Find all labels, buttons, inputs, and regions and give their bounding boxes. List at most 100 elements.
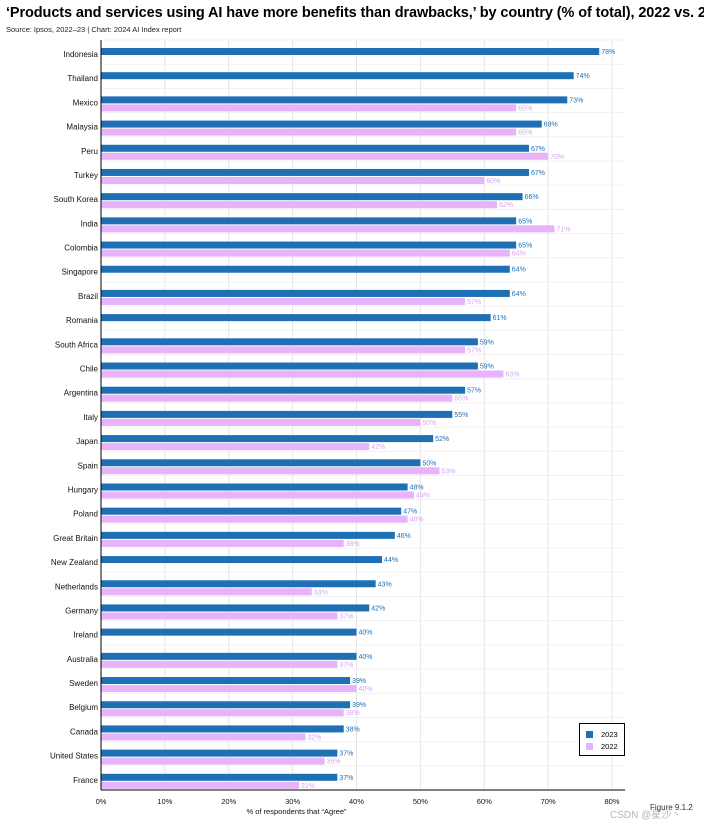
data-label-2022: 33%: [314, 589, 328, 596]
data-label-2022: 40%: [359, 686, 373, 693]
category-label: Spain: [78, 461, 98, 470]
data-label-2022: 53%: [442, 468, 456, 475]
data-label-2023: 67%: [531, 146, 545, 153]
bar-2023: [101, 265, 510, 273]
category-label: Singapore: [62, 268, 99, 277]
data-label-2022: 32%: [307, 734, 321, 741]
data-label-2022: 71%: [557, 226, 571, 233]
bar-2023: [101, 48, 600, 55]
bar-2022: [101, 539, 344, 547]
category-label: France: [73, 776, 98, 785]
category-label: Sweden: [69, 679, 98, 688]
bar-2022: [101, 418, 421, 426]
x-tick-label: 0%: [96, 797, 107, 806]
data-label-2022: 49%: [416, 492, 430, 499]
data-label-2023: 69%: [544, 122, 558, 129]
category-label: Ireland: [74, 631, 98, 640]
x-tick-label: 30%: [285, 797, 300, 806]
bar-2023: [101, 410, 453, 418]
category-label: Australia: [67, 655, 99, 664]
bar-2023: [101, 459, 421, 467]
legend-swatch-2022: [586, 743, 593, 750]
x-tick-label: 20%: [221, 797, 236, 806]
category-label: Hungary: [68, 485, 98, 494]
bar-2023: [101, 531, 395, 539]
bar-2023: [101, 652, 357, 660]
bar-2022: [101, 685, 357, 693]
data-label-2023: 59%: [480, 339, 494, 346]
bar-2023: [101, 193, 523, 201]
watermark: CSDN @星沙丶: [610, 810, 682, 821]
category-label: South Korea: [54, 195, 99, 204]
bar-2023: [101, 580, 376, 588]
bar-2023: [101, 144, 529, 152]
data-label-2022: 37%: [339, 613, 353, 620]
bar-2022: [101, 394, 453, 402]
category-label: Netherlands: [55, 582, 98, 591]
data-label-2022: 57%: [467, 347, 481, 354]
bar-2022: [101, 443, 370, 451]
bar-2023: [101, 725, 344, 733]
bar-2023: [101, 96, 568, 104]
data-label-2022: 38%: [346, 541, 360, 548]
category-label: Peru: [81, 147, 98, 156]
category-label: New Zealand: [51, 558, 98, 567]
data-label-2023: 37%: [339, 751, 353, 758]
category-label: United States: [50, 752, 98, 761]
data-label-2023: 65%: [518, 243, 532, 250]
data-label-2023: 39%: [352, 678, 366, 685]
data-label-2023: 64%: [512, 291, 526, 298]
data-label-2022: 35%: [327, 759, 341, 766]
data-label-2022: 42%: [371, 444, 385, 451]
bar-2022: [101, 128, 517, 136]
data-label-2023: 74%: [576, 73, 590, 80]
bar-2022: [101, 152, 549, 160]
category-label: Belgium: [69, 703, 98, 712]
data-label-2022: 38%: [346, 710, 360, 717]
data-label-2022: 57%: [467, 299, 481, 306]
bar-2023: [101, 289, 510, 297]
data-label-2023: 43%: [378, 581, 392, 588]
legend-label-2023: 2023: [601, 730, 618, 739]
category-label: Mexico: [73, 98, 99, 107]
data-label-2023: 44%: [384, 557, 398, 564]
chart-title: ‘Products and services using AI have mor…: [6, 5, 704, 21]
data-label-2023: 52%: [435, 436, 449, 443]
category-label: Indonesia: [63, 50, 98, 59]
bar-2023: [101, 773, 338, 781]
data-label-2023: 67%: [531, 170, 545, 177]
data-label-2023: 38%: [346, 726, 360, 733]
bar-2022: [101, 467, 440, 475]
data-label-2022: 65%: [518, 130, 532, 137]
bar-2022: [101, 176, 485, 184]
legend-item-2023: 2023: [586, 730, 618, 739]
bar-2023: [101, 314, 491, 322]
bar-2023: [101, 435, 434, 443]
bar-2022: [101, 249, 510, 257]
bar-2023: [101, 556, 383, 564]
bar-2023: [101, 217, 517, 225]
data-label-2023: 46%: [397, 533, 411, 540]
bar-2022: [101, 515, 408, 523]
bar-2023: [101, 120, 542, 128]
category-label: South Africa: [55, 340, 99, 349]
data-label-2023: 37%: [339, 775, 353, 782]
x-tick-label: 40%: [349, 797, 364, 806]
category-label: Canada: [70, 727, 99, 736]
data-label-2022: 65%: [518, 105, 532, 112]
data-label-2023: 40%: [359, 630, 373, 637]
value-labels: 78% 74% 73% 65% 69% 65% 67% 70% 67% 60% 66% 62% 65% 7…: [301, 49, 615, 790]
legend-label-2022: 2022: [601, 742, 618, 751]
data-label-2022: 62%: [499, 202, 513, 209]
legend-item-2022: 2022: [586, 742, 618, 751]
data-label-2023: 73%: [569, 97, 583, 104]
bar-2022: [101, 104, 517, 112]
data-label-2022: 50%: [422, 420, 436, 427]
x-axis-ticks: 0% 10% 20% 30% 40% 50% 60% 70% 80%: [96, 797, 620, 806]
bar-2023: [101, 507, 402, 515]
bar-2022: [101, 757, 325, 765]
bar-2022: [101, 225, 555, 233]
data-label-2022: 64%: [512, 251, 526, 258]
data-label-2022: 70%: [550, 154, 564, 161]
data-label-2022: 60%: [486, 178, 500, 185]
